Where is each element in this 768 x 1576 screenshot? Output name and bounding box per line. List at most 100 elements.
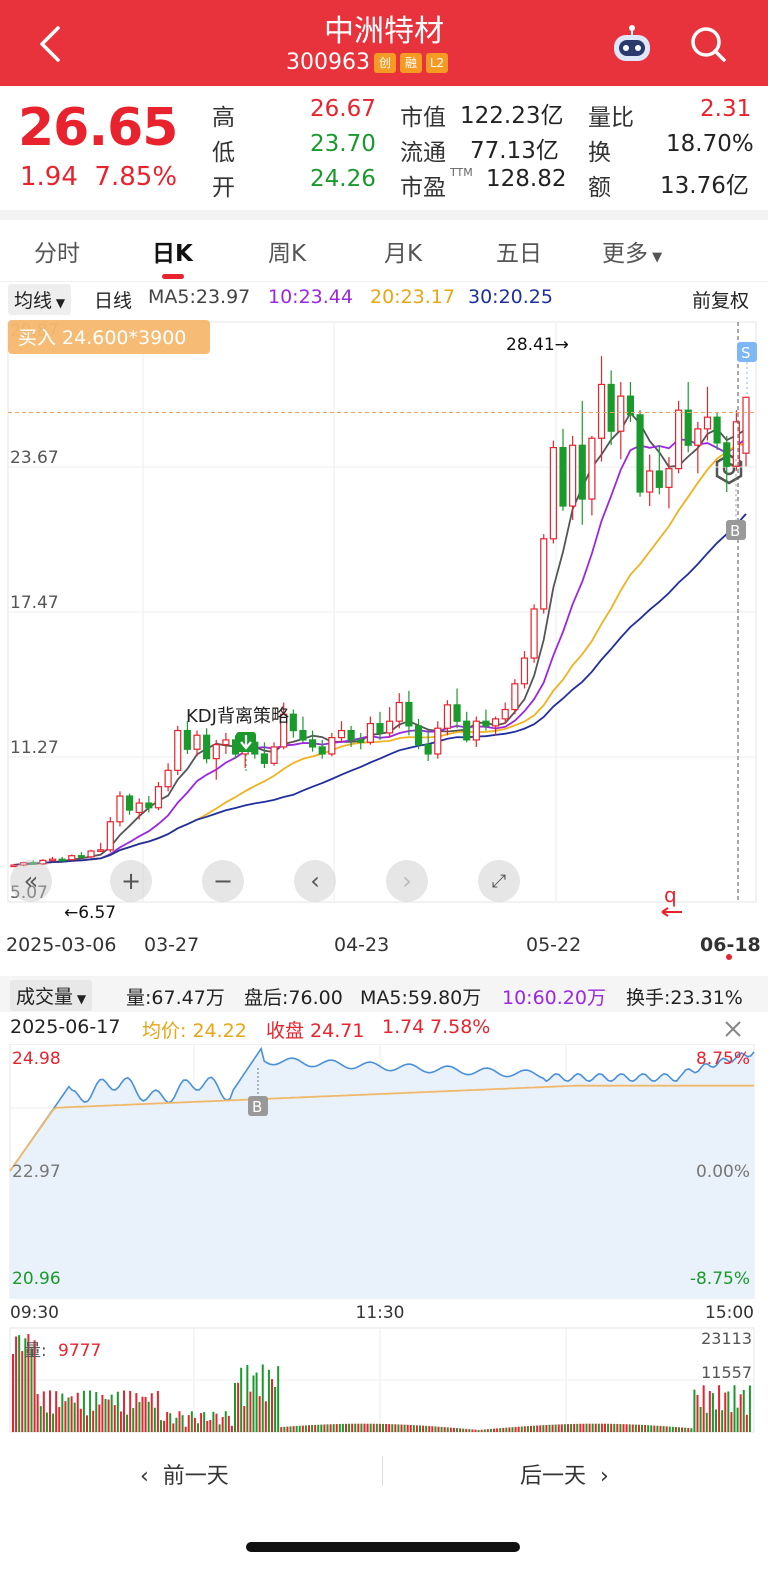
- candle: [10, 863, 18, 868]
- volume-bar: [329, 1424, 332, 1432]
- scroll-right-button[interactable]: ›: [386, 860, 428, 902]
- volume-half: 11557: [701, 1363, 752, 1382]
- candle-body: [222, 739, 230, 746]
- tab-monthly-k[interactable]: 月K: [384, 241, 423, 267]
- candle: [87, 849, 95, 859]
- volume-bar: [240, 1367, 243, 1432]
- volume-bar: [21, 1351, 24, 1432]
- candle-body: [164, 769, 172, 788]
- candle: [68, 854, 76, 861]
- fullscreen-button[interactable]: ⤢: [478, 860, 520, 902]
- current-dot: [726, 954, 732, 960]
- vol-ma5-value: MA5:59.80万: [360, 987, 482, 1009]
- volume-bar: [200, 1413, 203, 1432]
- candle: [328, 732, 336, 757]
- volume-bar: [616, 1423, 619, 1432]
- tab-daily-k[interactable]: 日K: [152, 241, 193, 267]
- candle: [482, 709, 490, 731]
- candle: [424, 730, 432, 761]
- volume-bar: [64, 1401, 67, 1432]
- volume-bar: [604, 1423, 606, 1432]
- zoom-in-button[interactable]: +: [110, 860, 152, 902]
- volume-bar: [548, 1424, 551, 1432]
- volume-bar: [718, 1385, 721, 1432]
- volume-bar: [249, 1391, 252, 1432]
- prev-day-button[interactable]: ‹ 前一天: [140, 1458, 229, 1490]
- volume-bar: [264, 1401, 267, 1432]
- scroll-left-button[interactable]: ‹: [294, 860, 336, 902]
- candle: [116, 791, 124, 827]
- volume-bar: [332, 1424, 335, 1432]
- volume-bar: [345, 1423, 347, 1432]
- volume-bar: [511, 1427, 514, 1432]
- candle: [597, 356, 606, 462]
- volume-bar: [163, 1420, 166, 1432]
- tab-intraday[interactable]: 分时: [34, 241, 80, 267]
- collapse-left-button[interactable]: «: [10, 860, 52, 902]
- volume-bar: [656, 1425, 659, 1432]
- volume-bar: [610, 1423, 613, 1432]
- back-arrow-icon[interactable]: [34, 22, 70, 66]
- caret-down-icon: ▼: [648, 250, 663, 265]
- candle: [39, 859, 47, 866]
- tab-weekly-k[interactable]: 周K: [268, 241, 307, 267]
- candle-body: [443, 704, 452, 729]
- volume-bar: [76, 1392, 79, 1432]
- tab-five-day[interactable]: 五日: [496, 241, 542, 267]
- close-icon[interactable]: [724, 1020, 742, 1038]
- ma-legend-bar: 均线 ▼ 日线 MA5:23.97 10:23.44 20:23.17 30:2…: [0, 284, 768, 315]
- float-label: 流通: [400, 140, 446, 166]
- candle-body: [434, 727, 442, 755]
- period-tabs: 分时 日K 周K 月K 五日 更多 ▼: [0, 220, 768, 485]
- stock-name: 中洲特材: [324, 14, 444, 49]
- volume-bar: [378, 1423, 381, 1432]
- robot-assistant-icon[interactable]: [610, 24, 654, 64]
- candle-body: [665, 468, 673, 488]
- intraday-chart[interactable]: B 24.98 22.97 20.96 8.75% 0.00% -8.75% 09:30 11:…: [0, 1044, 768, 1434]
- candle-body: [318, 746, 326, 755]
- ma30-line: [13, 513, 747, 866]
- volume-bar: [255, 1372, 258, 1432]
- candle-body: [482, 720, 490, 727]
- candle: [386, 707, 394, 738]
- close-change: 1.74: [382, 1016, 425, 1038]
- volume-bar: [554, 1424, 557, 1432]
- volume-bar: [530, 1425, 532, 1432]
- tab-more[interactable]: 更多 ▼: [602, 234, 662, 268]
- next-day-button[interactable]: 后一天 ›: [520, 1458, 609, 1490]
- prev-day-label: 前一天: [162, 1464, 229, 1489]
- search-icon[interactable]: [688, 24, 728, 64]
- adjust-mode[interactable]: 前复权: [692, 290, 750, 312]
- pe-value: 128.82: [486, 166, 567, 192]
- volume-bar: [585, 1423, 588, 1432]
- candle-body: [530, 608, 538, 659]
- candle: [193, 730, 201, 757]
- mktcap-value: 122.23亿: [460, 103, 564, 129]
- buy-marker: [248, 1096, 268, 1116]
- volume-bar: [440, 1426, 443, 1432]
- volume-bar: [243, 1406, 246, 1432]
- zoom-out-button[interactable]: −: [202, 860, 244, 902]
- volume-bar: [184, 1426, 187, 1432]
- period-label: 日线: [94, 290, 133, 312]
- time-end: 15:00: [705, 1303, 754, 1323]
- price-area: [10, 1048, 754, 1298]
- candle-body: [732, 421, 740, 467]
- candle: [58, 856, 66, 862]
- y-tick: 11.27: [10, 738, 59, 758]
- y-high-label: 24.98: [12, 1049, 61, 1069]
- y-mid-label: 22.97: [12, 1162, 61, 1182]
- volume-bar: [483, 1429, 486, 1432]
- volume-bar: [280, 1427, 283, 1432]
- volume-bar: [366, 1423, 369, 1432]
- volume-bar: [277, 1366, 280, 1432]
- ma30-value: 30:20.25: [468, 286, 553, 308]
- volume-bar: [619, 1424, 622, 1432]
- pe-label: 市盈: [400, 175, 446, 201]
- ma-selector[interactable]: 均线 ▼: [8, 284, 72, 315]
- change-value: 1.94: [20, 162, 78, 192]
- indicator-selector[interactable]: 成交量 ▼: [10, 980, 93, 1011]
- section-divider: [0, 210, 768, 220]
- volume-bar: [434, 1426, 437, 1432]
